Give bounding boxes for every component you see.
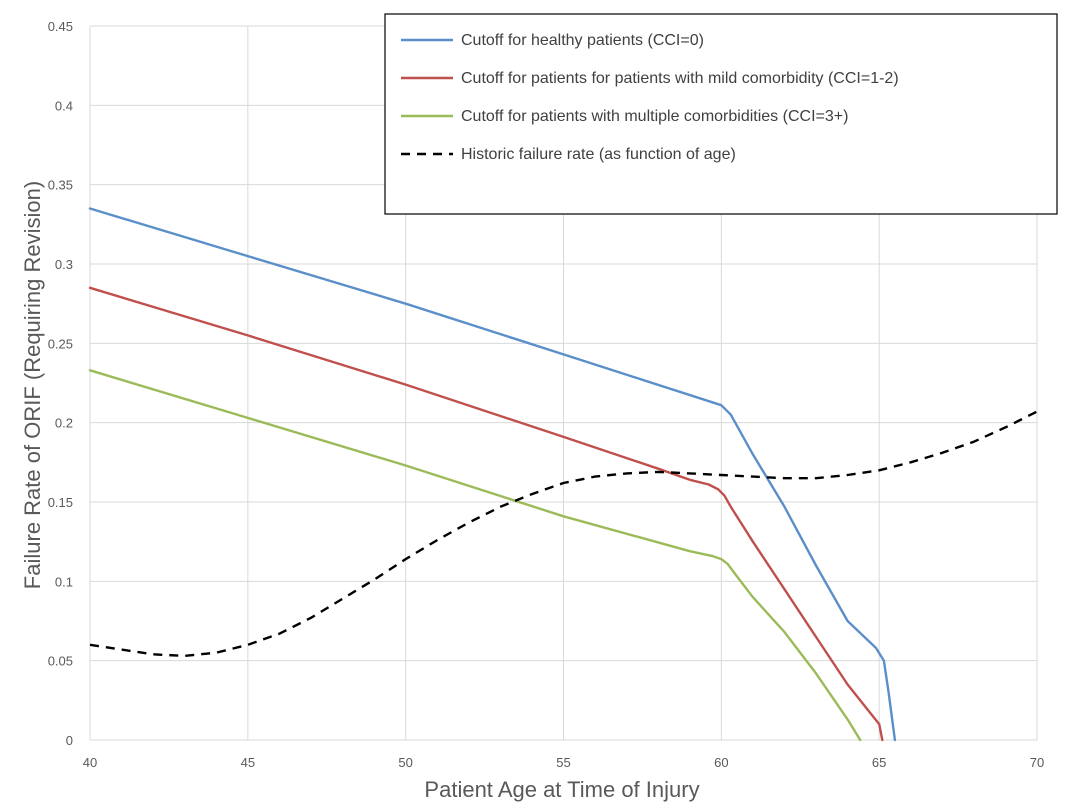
x-tick-label-4: 60 (714, 755, 728, 770)
y-axis-title: Failure Rate of ORIF (Requiring Revision… (20, 181, 45, 589)
series-layer (88, 207, 1038, 742)
y-tick-label-5: 0.25 (48, 336, 73, 351)
series-line-1 (88, 286, 884, 742)
series-line-0 (88, 207, 897, 742)
x-axis-ticks: 40 45 50 55 60 65 70 (83, 755, 1044, 770)
x-tick-label-2: 50 (398, 755, 412, 770)
series-line-2 (88, 369, 862, 742)
legend-items: Cutoff for healthy patients (CCI=0) Cutof… (401, 32, 899, 163)
legend-label-1: Cutoff for patients for patients with mi… (461, 70, 899, 87)
series-line-3 (89, 410, 1038, 658)
y-tick-label-3: 0.15 (48, 495, 73, 510)
x-tick-label-0: 40 (83, 755, 97, 770)
legend-label-0: Cutoff for healthy patients (CCI=0) (461, 32, 704, 49)
y-tick-label-0: 0 (66, 733, 73, 748)
legend-label-2: Cutoff for patients with multiple comorb… (461, 108, 848, 125)
y-tick-label-4: 0.2 (55, 416, 73, 431)
x-axis-title: Patient Age at Time of Injury (424, 777, 699, 802)
y-tick-label-7: 0.35 (48, 178, 73, 193)
x-tick-label-3: 55 (556, 755, 570, 770)
x-tick-label-1: 45 (241, 755, 255, 770)
y-tick-label-2: 0.1 (55, 574, 73, 589)
legend-box (384, 13, 1058, 215)
y-tick-label-1: 0.05 (48, 654, 73, 669)
y-tick-label-8: 0.4 (55, 98, 73, 113)
x-tick-label-5: 65 (872, 755, 886, 770)
legend: Cutoff for healthy patients (CCI=0) Cutof… (384, 13, 1058, 215)
legend-label-3: Historic failure rate (as function of ag… (461, 146, 736, 163)
y-tick-label-9: 0.45 (48, 19, 73, 34)
x-tick-label-6: 70 (1030, 755, 1044, 770)
y-axis-ticks: 0 0.05 0.1 0.15 0.2 0.25 0.3 0.35 0.4 0.45 (48, 19, 73, 748)
y-tick-label-6: 0.3 (55, 257, 73, 272)
